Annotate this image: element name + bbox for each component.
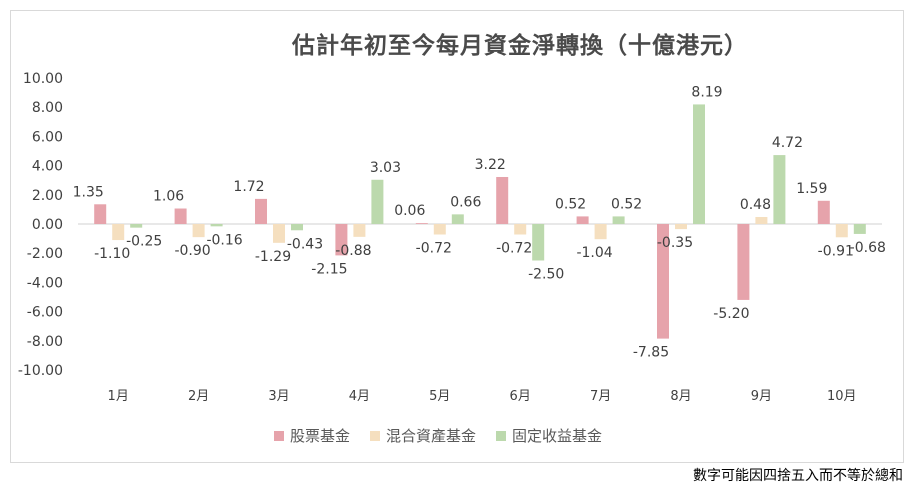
data-label-fixed-income: 0.52 <box>611 196 642 212</box>
bar-equity <box>94 204 107 224</box>
bar-fixed-income <box>130 224 143 228</box>
data-label-equity: 0.06 <box>394 203 425 219</box>
bar-equity <box>255 198 267 224</box>
bar-mixed <box>835 224 848 238</box>
bar-mixed <box>675 224 687 230</box>
y-tick-label: -4.00 <box>27 275 63 291</box>
legend-item-equity: 股票基金 <box>274 425 350 446</box>
bar-equity <box>335 224 348 256</box>
bar-equity <box>737 224 750 300</box>
bar-fixed-income <box>532 224 545 261</box>
data-label-equity: -2.15 <box>311 261 347 277</box>
y-tick-label: 4.00 <box>32 159 63 175</box>
bar-fixed-income <box>853 224 866 234</box>
bar-mixed <box>192 224 205 238</box>
bar-mixed <box>353 224 366 237</box>
legend-swatch-fixed-income <box>496 430 507 441</box>
data-label-equity: 3.22 <box>475 157 506 173</box>
legend-swatch-equity <box>274 430 284 441</box>
x-tick-label: 9月 <box>751 389 772 404</box>
legend: 股票基金 混合資產基金 固定收益基金 <box>274 425 602 446</box>
chart-frame <box>10 10 904 463</box>
data-label-mixed: -1.10 <box>94 246 130 262</box>
data-label-mixed: -0.72 <box>496 241 532 257</box>
chart-title: 估計年初至今每月資金淨轉換（十億港元） <box>292 33 748 59</box>
y-tick-label: 10.00 <box>23 71 63 87</box>
bar-equity <box>415 223 428 224</box>
legend-label-mixed: 混合資產基金 <box>386 427 477 445</box>
x-tick-label: 10月 <box>827 389 857 404</box>
data-label-fixed-income: 0.66 <box>450 194 481 210</box>
data-label-fixed-income: -0.16 <box>206 232 242 248</box>
bar-fixed-income <box>371 179 384 224</box>
x-tick-label: 2月 <box>188 389 209 404</box>
data-label-mixed: -0.90 <box>174 243 210 259</box>
data-label-equity: 0.52 <box>555 196 586 212</box>
legend-item-mixed: 混合資產基金 <box>370 425 476 446</box>
bar-fixed-income <box>773 155 786 224</box>
y-tick-label: 8.00 <box>32 100 63 116</box>
bar-mixed <box>433 224 446 235</box>
data-label-mixed: -0.91 <box>818 243 854 259</box>
data-label-mixed: -0.35 <box>657 235 693 251</box>
bar-fixed-income <box>210 224 223 227</box>
x-tick-label: 8月 <box>670 389 691 404</box>
data-label-mixed: -0.88 <box>335 243 371 259</box>
bar-fixed-income <box>291 224 303 231</box>
data-label-equity: -7.85 <box>633 345 669 361</box>
data-label-mixed: -1.29 <box>255 249 291 265</box>
y-tick-label: 6.00 <box>32 129 63 145</box>
data-label-fixed-income: -0.25 <box>126 234 162 250</box>
bar-fixed-income <box>693 104 705 224</box>
bar-fixed-income <box>612 216 625 224</box>
y-tick-label: -6.00 <box>27 305 63 321</box>
data-label-mixed: 0.48 <box>740 197 771 213</box>
bar-equity <box>576 216 589 224</box>
bar-equity <box>817 200 830 224</box>
bar-mixed <box>755 216 768 224</box>
legend-label-fixed-income: 固定收益基金 <box>512 427 603 445</box>
data-label-mixed: -1.04 <box>576 245 612 261</box>
data-label-equity: 1.06 <box>153 189 184 205</box>
data-label-fixed-income: -0.43 <box>287 236 323 252</box>
data-label-equity: 1.35 <box>73 184 104 200</box>
data-label-fixed-income: 8.19 <box>691 84 722 100</box>
x-tick-label: 4月 <box>349 389 370 404</box>
bar-equity <box>496 176 509 224</box>
data-label-fixed-income: 3.03 <box>370 160 401 176</box>
bar-mixed <box>594 224 607 240</box>
x-tick-label: 6月 <box>510 389 531 404</box>
legend-swatch-mixed <box>370 430 381 441</box>
bar-fixed-income <box>451 214 464 224</box>
x-tick-label: 5月 <box>429 389 450 404</box>
bar-equity <box>174 208 187 224</box>
footnote: 數字可能因四捨五入而不等於總和 <box>693 468 903 484</box>
y-tick-label: -8.00 <box>27 334 63 350</box>
data-label-equity: -5.20 <box>713 306 749 322</box>
bar-equity <box>657 224 669 339</box>
y-tick-label: 0.00 <box>32 217 63 233</box>
data-label-equity: 1.59 <box>796 181 827 197</box>
data-label-fixed-income: -0.68 <box>850 240 886 256</box>
data-label-equity: 1.72 <box>233 179 264 195</box>
y-tick-label: -10.00 <box>18 363 63 379</box>
legend-label-equity: 股票基金 <box>290 427 351 445</box>
x-tick-label: 7月 <box>590 389 611 404</box>
y-tick-label: -2.00 <box>27 246 63 262</box>
data-label-mixed: -0.72 <box>416 241 452 257</box>
bar-mixed <box>273 224 285 243</box>
y-tick-label: 2.00 <box>32 188 63 204</box>
data-label-fixed-income: -2.50 <box>528 267 564 283</box>
bar-mixed <box>514 224 527 235</box>
data-label-fixed-income: 4.72 <box>772 135 803 151</box>
x-tick-label: 1月 <box>108 389 129 404</box>
bar-mixed <box>112 224 125 241</box>
x-tick-label: 3月 <box>268 389 289 404</box>
legend-item-fixed-income: 固定收益基金 <box>496 425 602 446</box>
